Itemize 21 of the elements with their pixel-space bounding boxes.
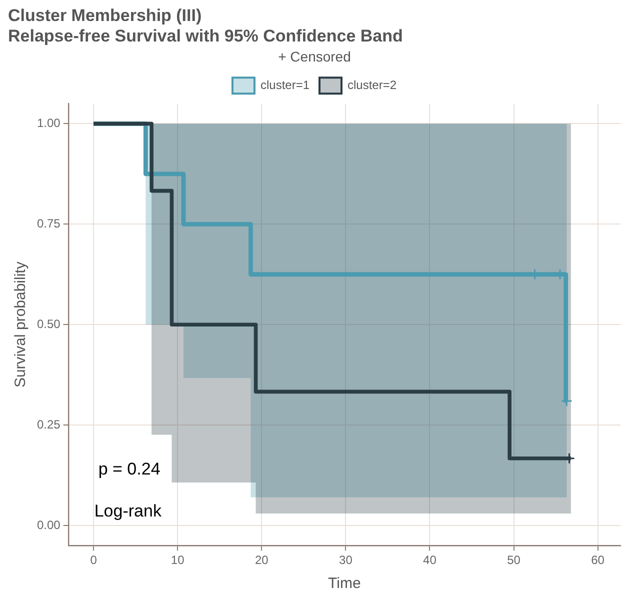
x-tick-label: 30 (339, 553, 353, 568)
y-tick-label: 1.00 (36, 116, 61, 130)
x-tick-label: 20 (254, 553, 269, 568)
annotation: Log-rank (94, 501, 162, 520)
x-tick-label: 10 (170, 553, 185, 568)
chart-subtitle: Relapse-free Survival with 95% Confidence Band (8, 26, 403, 46)
x-tick-label: 0 (90, 553, 98, 568)
x-tick-label: 60 (591, 553, 605, 568)
legend-label: cluster=2 (348, 78, 397, 92)
annotation: p = 0.24 (98, 459, 160, 478)
legend-label: cluster=1 (260, 78, 310, 92)
x-tick-label: 40 (423, 553, 437, 568)
y-tick-label: 0.75 (36, 216, 61, 230)
legend-title: + Censored (278, 48, 351, 65)
y-tick-label: 0.25 (36, 417, 61, 432)
y-axis-title: Survival probability (12, 261, 30, 388)
x-axis-title: Time (328, 575, 361, 592)
y-tick-label: 0.50 (36, 316, 61, 331)
x-tick-label: 50 (507, 553, 521, 568)
y-tick-label: 0.00 (36, 518, 61, 532)
chart-title: Cluster Membership (III) (8, 6, 202, 25)
